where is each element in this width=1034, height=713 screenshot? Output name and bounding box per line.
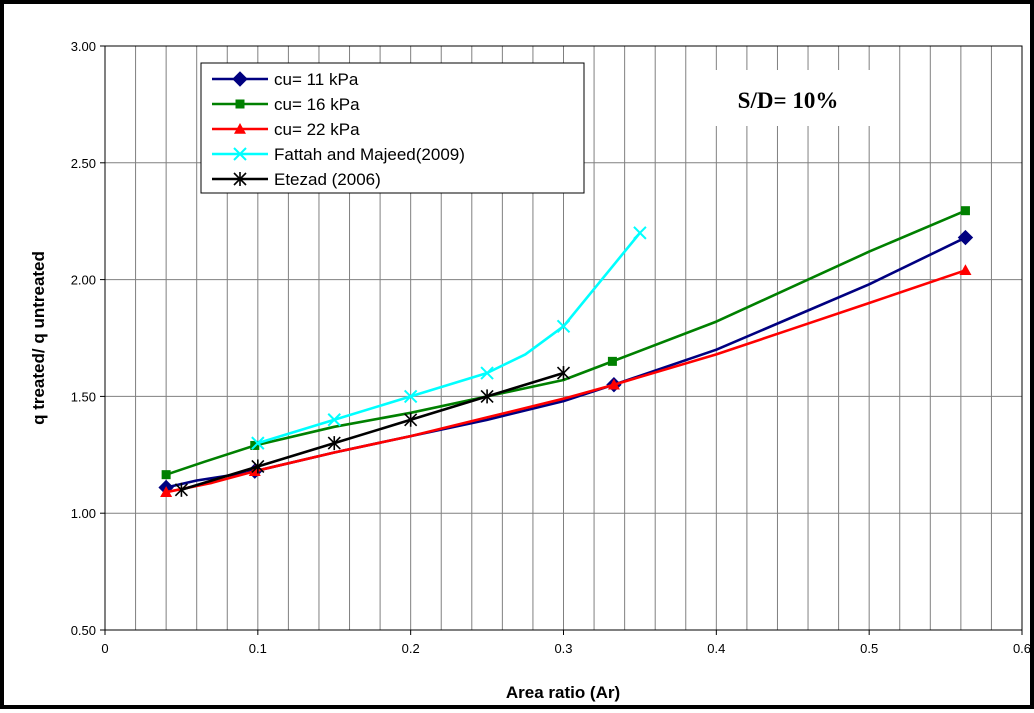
data-point xyxy=(959,264,972,276)
legend-marker xyxy=(234,123,246,134)
x-axis-ticks: 0 0.1 0.2 0.3 0.4 0.5 0.6 xyxy=(101,630,1031,656)
y-tick-label: 0.50 xyxy=(71,623,96,638)
data-point xyxy=(633,226,647,240)
annotation-sd: S/D= 10% xyxy=(738,88,839,113)
legend-label: Etezad (2006) xyxy=(274,170,381,189)
data-point xyxy=(556,319,571,334)
x-tick-label: 0.1 xyxy=(249,641,267,656)
data-point xyxy=(251,436,265,450)
legend-marker xyxy=(235,99,245,109)
y-tick-label: 1.00 xyxy=(71,506,96,521)
data-point xyxy=(607,378,620,390)
legend-label: cu= 16 kPa xyxy=(274,95,360,114)
y-tick-label: 2.50 xyxy=(71,156,96,171)
legend-marker xyxy=(233,147,247,161)
series-line xyxy=(180,371,565,492)
y-tick-label: 1.50 xyxy=(71,389,96,404)
x-tick-label: 0.5 xyxy=(860,641,878,656)
series-line xyxy=(164,268,967,494)
data-point xyxy=(404,412,418,427)
legend-entry: cu= 22 kPa xyxy=(212,120,360,139)
data-point xyxy=(607,356,617,366)
data-point xyxy=(161,470,171,480)
x-tick-label: 0.6 xyxy=(1013,641,1031,656)
legend-entry: cu= 16 kPa xyxy=(212,95,360,114)
y-axis-title: q treated/ q untreated xyxy=(29,251,48,425)
series-line xyxy=(256,231,642,445)
line-chart: 0 0.1 0.2 0.3 0.4 0.5 0.6 0.50 1.00 1.50 2.00 2.50… xyxy=(29,39,1031,702)
data-point xyxy=(480,389,494,404)
data-point xyxy=(160,486,173,497)
legend-label: cu= 11 kPa xyxy=(274,70,359,89)
series-4 xyxy=(251,226,647,450)
data-point xyxy=(327,436,341,451)
legend-entry: Fattah and Majeed(2009) xyxy=(212,145,465,164)
data-point xyxy=(174,482,188,497)
data-point xyxy=(251,459,265,474)
series-3 xyxy=(160,264,972,497)
x-tick-label: 0 xyxy=(101,641,108,656)
y-tick-label: 2.00 xyxy=(71,273,96,288)
y-axis-ticks: 0.50 1.00 1.50 2.00 2.50 3.00 xyxy=(71,39,105,638)
x-tick-label: 0.2 xyxy=(402,641,420,656)
legend-marker xyxy=(233,172,247,186)
x-axis-title: Area ratio (Ar) xyxy=(506,683,620,702)
x-tick-label: 0.4 xyxy=(707,641,725,656)
legend-label: Fattah and Majeed(2009) xyxy=(274,145,465,164)
data-point xyxy=(957,229,974,246)
data-point xyxy=(480,366,494,380)
legend-entry: cu= 11 kPa xyxy=(212,70,359,89)
annotation-box: S/D= 10% xyxy=(697,70,879,126)
data-point xyxy=(327,413,341,427)
x-tick-label: 0.3 xyxy=(554,641,572,656)
data-point xyxy=(960,206,970,216)
legend-entry: Etezad (2006) xyxy=(212,170,381,189)
legend-label: cu= 22 kPa xyxy=(274,120,360,139)
series-layer xyxy=(158,206,974,497)
data-point xyxy=(403,389,418,404)
legend: cu= 11 kPa cu= 16 kPa cu= 22 kPa Fattah and… xyxy=(200,62,585,194)
data-point xyxy=(556,366,571,381)
y-tick-label: 3.00 xyxy=(71,39,96,54)
legend-marker xyxy=(232,71,248,87)
series-line xyxy=(164,209,967,477)
series-5 xyxy=(174,366,571,497)
